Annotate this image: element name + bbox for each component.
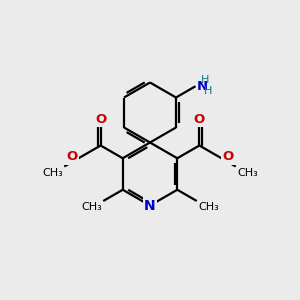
Text: N: N <box>144 199 156 212</box>
Text: CH₃: CH₃ <box>42 168 63 178</box>
Text: O: O <box>95 113 106 126</box>
Text: H: H <box>201 75 210 85</box>
Text: CH₃: CH₃ <box>237 168 258 178</box>
Text: H: H <box>204 86 212 96</box>
Text: O: O <box>66 150 77 163</box>
Text: CH₃: CH₃ <box>198 202 219 212</box>
Text: CH₃: CH₃ <box>81 202 102 212</box>
Text: O: O <box>223 150 234 163</box>
Text: O: O <box>194 113 205 126</box>
Text: N: N <box>196 80 208 93</box>
